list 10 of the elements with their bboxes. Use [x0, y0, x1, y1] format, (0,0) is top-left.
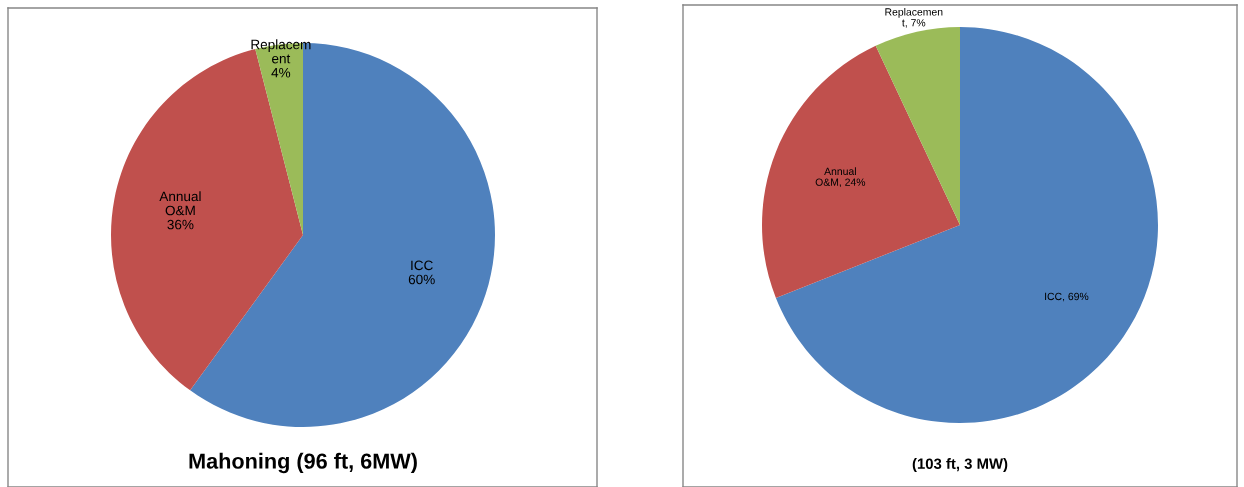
data-label: 4%	[271, 67, 291, 78]
slice-label: ICC, 69%	[1045, 292, 1089, 302]
slice-label: ICC	[411, 260, 433, 271]
text: Mahoning (96 ft, 6MW)	[189, 452, 417, 474]
data-label: 60%	[408, 274, 435, 285]
slice-label: Replacemen t, 7%	[885, 7, 943, 28]
text: (103 ft, 3 MW)	[912, 458, 1008, 472]
slice-label: Annual O&M	[159, 191, 201, 216]
slice-label: Annual O&M, 24%	[815, 167, 866, 188]
data-label: 36%	[167, 219, 194, 230]
